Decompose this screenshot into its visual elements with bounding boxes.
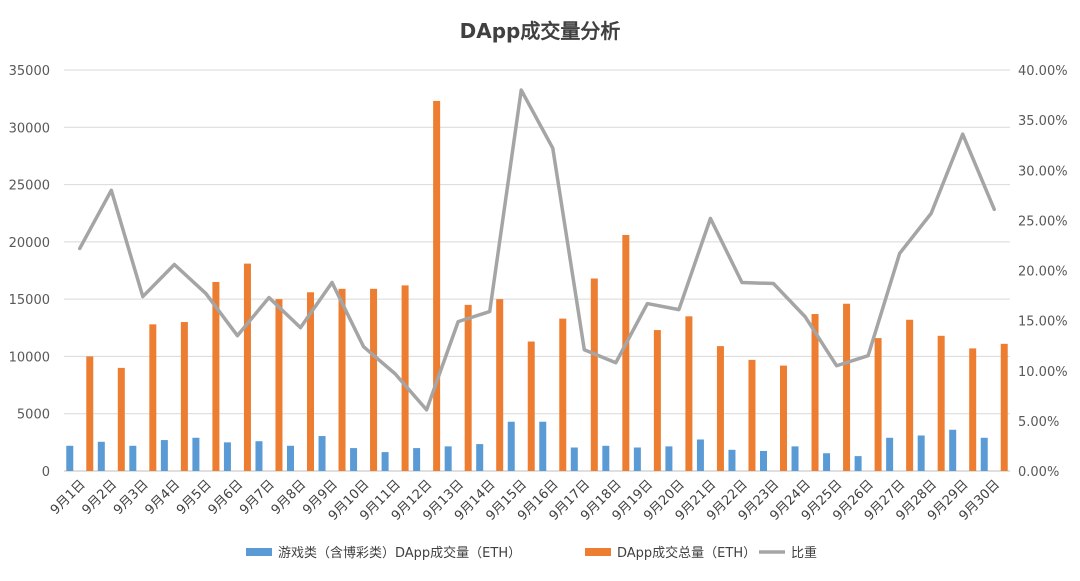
left-tick-label: 30000 xyxy=(9,121,50,136)
game-dapp-bar xyxy=(949,430,956,471)
right-tick-label: 40.00% xyxy=(1018,64,1068,79)
total-dapp-bar xyxy=(149,324,156,471)
left-tick-label: 25000 xyxy=(9,179,50,194)
total-dapp-bar xyxy=(402,285,409,471)
game-dapp-bar xyxy=(886,438,893,471)
left-tick-label: 35000 xyxy=(9,64,50,79)
game-dapp-bar xyxy=(855,456,862,471)
game-dapp-bar xyxy=(728,450,735,471)
game-dapp-bar xyxy=(192,438,199,471)
left-tick-label: 15000 xyxy=(9,293,50,308)
total-dapp-bar xyxy=(528,342,535,471)
game-dapp-bar xyxy=(224,442,231,471)
left-tick-label: 20000 xyxy=(9,236,50,251)
game-dapp-bar xyxy=(66,446,73,471)
game-dapp-bar xyxy=(602,446,609,471)
game-dapp-bar xyxy=(918,435,925,471)
right-tick-label: 35.00% xyxy=(1018,114,1068,129)
chart-title: DApp成交量分析 xyxy=(460,19,621,43)
total-dapp-bar xyxy=(496,299,503,471)
game-dapp-bar xyxy=(382,452,389,471)
game-dapp-bar xyxy=(319,436,326,471)
legend-label: 比重 xyxy=(791,545,817,561)
total-dapp-bar xyxy=(465,305,472,471)
right-tick-label: 15.00% xyxy=(1018,315,1068,330)
total-dapp-bar xyxy=(685,316,692,471)
game-dapp-bar xyxy=(665,446,672,471)
left-tick-label: 5000 xyxy=(17,408,50,423)
legend-swatch xyxy=(246,548,272,556)
game-dapp-bar xyxy=(508,422,515,471)
game-dapp-bar xyxy=(287,446,294,471)
total-dapp-bar xyxy=(339,289,346,471)
total-dapp-bar xyxy=(275,299,282,471)
total-dapp-bar xyxy=(181,322,188,471)
legend-label: 游戏类（含博彩类）DApp成交量（ETH） xyxy=(278,545,521,561)
game-dapp-bar xyxy=(98,442,105,471)
legend-label: DApp成交总量（ETH） xyxy=(617,545,756,561)
total-dapp-bar xyxy=(433,101,440,471)
total-dapp-bar xyxy=(559,319,566,471)
total-dapp-bar xyxy=(591,279,598,471)
right-tick-label: 0.00% xyxy=(1018,465,1059,480)
game-dapp-bar xyxy=(634,448,641,471)
game-dapp-bar xyxy=(697,439,704,471)
total-dapp-bar xyxy=(938,336,945,471)
total-dapp-bar xyxy=(622,235,629,471)
game-dapp-bar xyxy=(760,451,767,471)
right-tick-label: 30.00% xyxy=(1018,164,1068,179)
game-dapp-bar xyxy=(350,448,357,471)
game-dapp-bar xyxy=(981,438,988,471)
right-tick-label: 5.00% xyxy=(1018,415,1059,430)
right-tick-label: 25.00% xyxy=(1018,214,1068,229)
total-dapp-bar xyxy=(244,264,251,471)
total-dapp-bar xyxy=(906,320,913,471)
game-dapp-bar xyxy=(445,446,452,471)
total-dapp-bar xyxy=(843,304,850,471)
total-dapp-bar xyxy=(1001,344,1008,471)
total-dapp-bar xyxy=(780,366,787,471)
legend-swatch xyxy=(585,548,611,556)
total-dapp-bar xyxy=(654,330,661,471)
right-tick-label: 20.00% xyxy=(1018,265,1068,280)
left-tick-label: 10000 xyxy=(9,350,50,365)
game-dapp-bar xyxy=(571,448,578,471)
game-dapp-bar xyxy=(161,440,168,471)
total-dapp-bar xyxy=(969,348,976,471)
game-dapp-bar xyxy=(476,444,483,471)
game-dapp-bar xyxy=(255,441,262,471)
game-dapp-bar xyxy=(129,446,136,471)
left-tick-label: 0 xyxy=(42,465,50,480)
total-dapp-bar xyxy=(118,368,125,471)
total-dapp-bar xyxy=(370,289,377,471)
total-dapp-bar xyxy=(86,356,93,471)
game-dapp-bar xyxy=(823,453,830,471)
total-dapp-bar xyxy=(717,346,724,471)
right-tick-label: 10.00% xyxy=(1018,365,1068,380)
total-dapp-bar xyxy=(748,360,755,471)
game-dapp-bar xyxy=(792,446,799,471)
total-dapp-bar xyxy=(875,338,882,471)
game-dapp-bar xyxy=(539,422,546,471)
game-dapp-bar xyxy=(413,448,420,471)
